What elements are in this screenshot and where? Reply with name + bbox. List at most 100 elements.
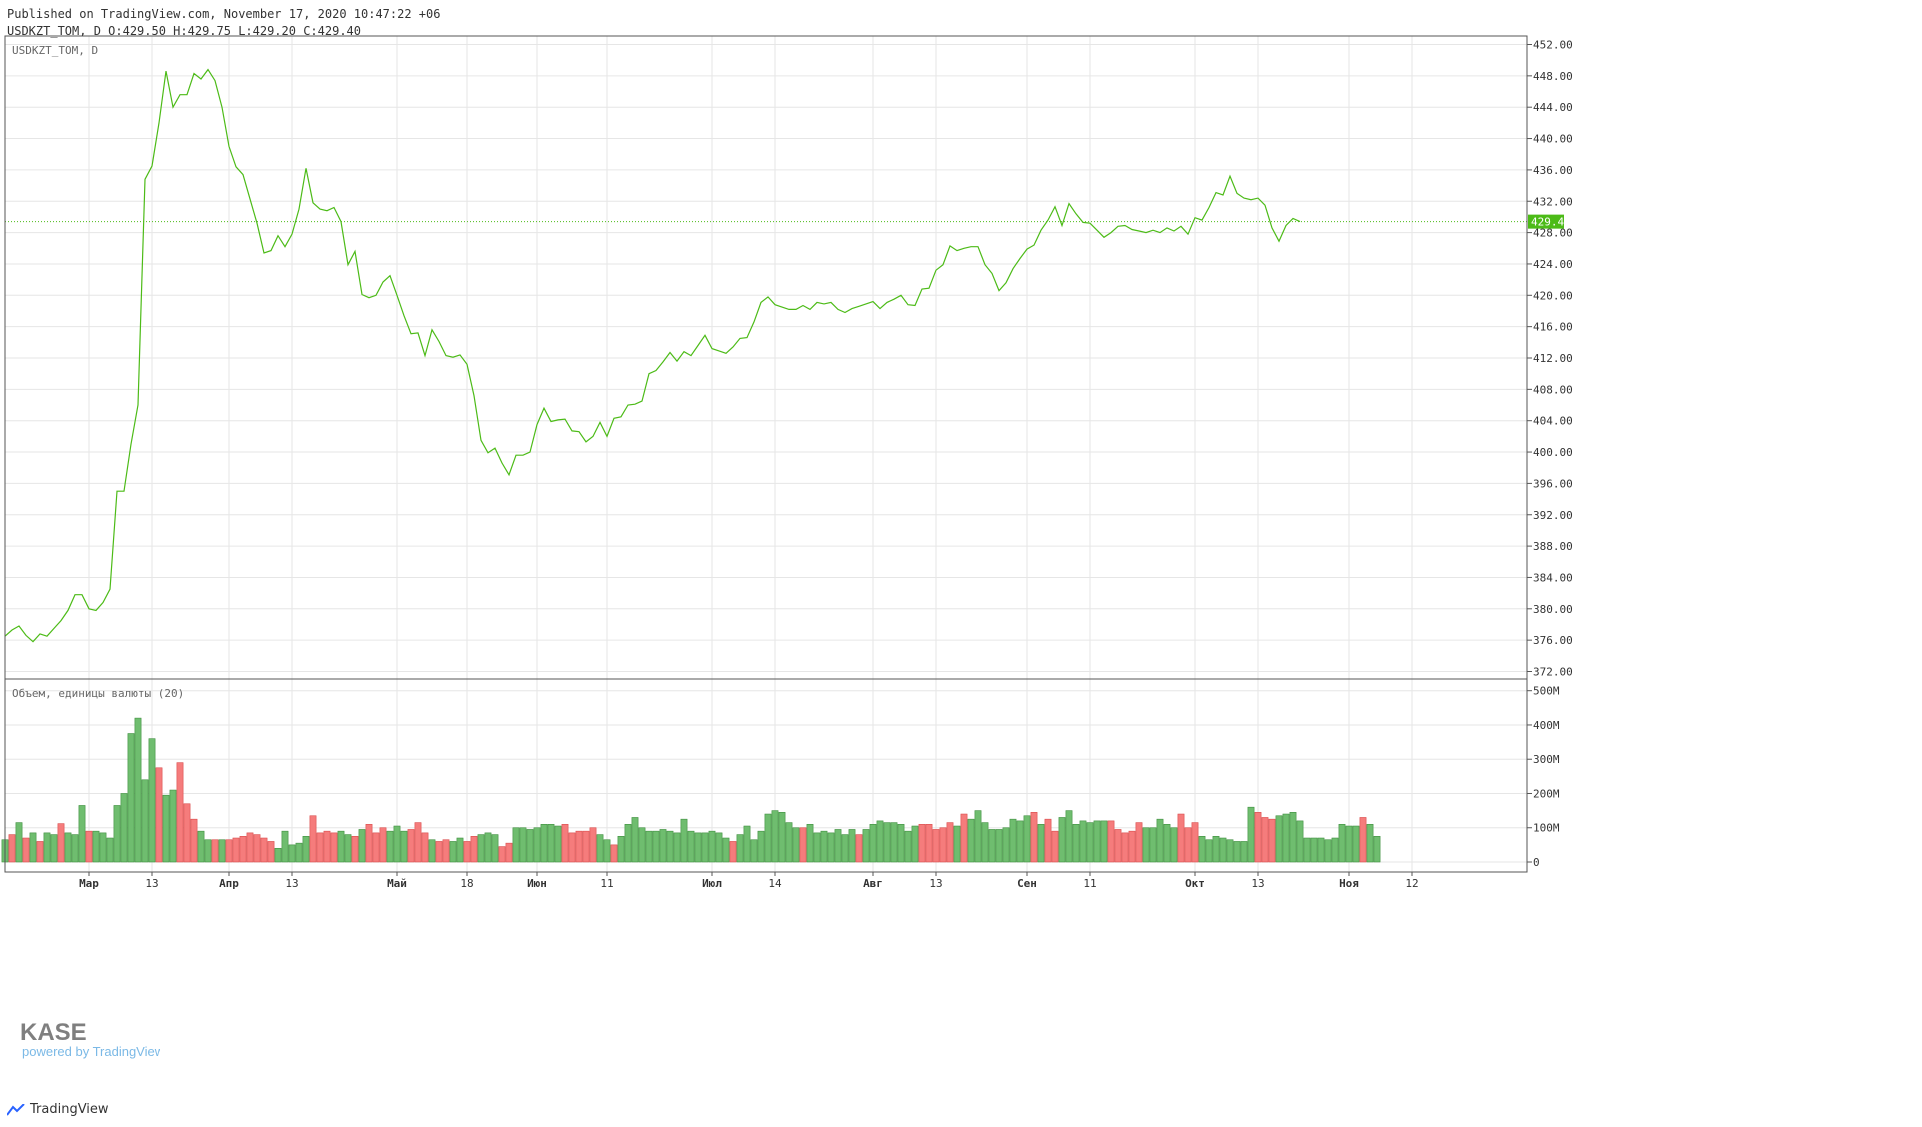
volume-bar bbox=[127, 733, 135, 863]
volume-bar bbox=[715, 832, 723, 863]
volume-bar bbox=[22, 837, 30, 863]
volume-bar bbox=[1177, 813, 1185, 863]
volume-bar bbox=[1128, 830, 1136, 863]
volume-bar bbox=[1170, 827, 1178, 863]
tradingview-logo-icon bbox=[7, 1103, 25, 1116]
time-tick-label: Июн bbox=[527, 877, 547, 890]
volume-bar bbox=[1296, 820, 1304, 863]
volume-bar bbox=[701, 832, 709, 863]
chart-header: Published on TradingView.com, November 1… bbox=[7, 6, 440, 40]
time-tick-label: Мар bbox=[79, 877, 99, 890]
volume-bar bbox=[1100, 820, 1108, 863]
ohlc-legend: USDKZT_TOM, D O:429.50 H:429.75 L:429.20… bbox=[7, 24, 362, 38]
time-tick-label: 18 bbox=[460, 877, 473, 890]
volume-bar bbox=[904, 830, 912, 863]
volume-bar bbox=[330, 832, 338, 863]
volume-bar bbox=[1324, 839, 1332, 863]
volume-bar bbox=[85, 830, 93, 863]
price-tick-label: 372.00 bbox=[1533, 666, 1573, 679]
volume-bar bbox=[1107, 820, 1115, 863]
volume-bar bbox=[1009, 818, 1017, 863]
volume-bar bbox=[750, 839, 758, 863]
volume-bar bbox=[120, 793, 128, 863]
volume-bar bbox=[1156, 818, 1164, 863]
volume-bar bbox=[694, 832, 702, 863]
volume-bar bbox=[841, 834, 849, 863]
volume-bar bbox=[1072, 824, 1080, 863]
volume-bar bbox=[869, 824, 877, 863]
price-tick-label: 380.00 bbox=[1533, 603, 1573, 616]
chart-frame bbox=[4, 35, 1528, 873]
volume-bar bbox=[757, 830, 765, 863]
volume-bar bbox=[148, 738, 156, 863]
volume-bar bbox=[890, 822, 898, 863]
volume-bar bbox=[834, 829, 842, 863]
volume-bar bbox=[442, 839, 450, 863]
volume-bar bbox=[743, 825, 751, 863]
volume-bar bbox=[659, 829, 667, 863]
volume-bar bbox=[596, 834, 604, 863]
footer-brand[interactable]: TradingView bbox=[30, 1102, 109, 1117]
volume-tick-label: 500M bbox=[1533, 685, 1560, 698]
price-pane-title: USDKZT_TOM, D bbox=[12, 44, 98, 57]
volume-bar bbox=[169, 789, 177, 863]
volume-bar bbox=[1331, 837, 1339, 863]
price-line bbox=[4, 68, 1301, 643]
volume-bar bbox=[1058, 817, 1066, 863]
volume-bar bbox=[358, 829, 366, 863]
grid-layer bbox=[5, 36, 1527, 872]
volume-bar bbox=[736, 834, 744, 863]
price-tick-label: 392.00 bbox=[1533, 509, 1573, 522]
volume-bar bbox=[1051, 830, 1059, 863]
volume-bar bbox=[71, 834, 79, 863]
volume-bar bbox=[176, 762, 184, 863]
volume-bar bbox=[302, 836, 310, 863]
volume-bar bbox=[526, 829, 534, 863]
volume-bar bbox=[428, 839, 436, 863]
volume-bar bbox=[134, 717, 142, 863]
volume-bar bbox=[1163, 824, 1171, 863]
time-tick-label: 11 bbox=[1083, 877, 1096, 890]
volume-bar bbox=[281, 830, 289, 863]
volume-bar bbox=[50, 834, 58, 863]
volume-bar bbox=[631, 817, 639, 863]
time-tick-label: Апр bbox=[219, 877, 239, 890]
volume-bar bbox=[925, 824, 933, 863]
volume-bar bbox=[960, 813, 968, 863]
volume-bar bbox=[1247, 806, 1255, 863]
volume-bar bbox=[806, 824, 814, 863]
price-tick-label: 400.00 bbox=[1533, 446, 1573, 459]
price-tick-label: 396.00 bbox=[1533, 477, 1573, 490]
volume-bar bbox=[827, 832, 835, 863]
volume-bar bbox=[1030, 812, 1038, 863]
price-tick-label: 436.00 bbox=[1533, 164, 1573, 177]
volume-bar bbox=[554, 825, 562, 863]
volume-bar bbox=[771, 810, 779, 863]
axis-labels: 452.00 448.00 444.00 440.00 436.00 432.00 428.… bbox=[12, 39, 1573, 891]
volume-bar bbox=[477, 834, 485, 863]
volume-bars bbox=[1, 717, 1381, 863]
volume-bar bbox=[204, 839, 212, 863]
volume-bar bbox=[1135, 822, 1143, 863]
volume-bar bbox=[197, 830, 205, 863]
volume-bar bbox=[15, 822, 23, 863]
volume-bar bbox=[8, 834, 16, 863]
volume-bar bbox=[988, 829, 996, 863]
volume-bar bbox=[540, 824, 548, 863]
volume-bar bbox=[1023, 815, 1031, 863]
volume-bar bbox=[267, 841, 275, 863]
volume-bar bbox=[29, 832, 37, 863]
volume-bar bbox=[1352, 825, 1360, 863]
volume-bar bbox=[1184, 827, 1192, 863]
volume-bar bbox=[967, 818, 975, 863]
volume-bar bbox=[309, 815, 317, 863]
volume-bar bbox=[274, 847, 282, 863]
volume-bar bbox=[519, 827, 527, 863]
volume-bar bbox=[505, 842, 513, 863]
volume-bar bbox=[1191, 822, 1199, 863]
price-tick-label: 404.00 bbox=[1533, 415, 1573, 428]
volume-bar bbox=[470, 836, 478, 863]
volume-bar bbox=[1002, 827, 1010, 863]
volume-bar bbox=[1359, 817, 1367, 863]
